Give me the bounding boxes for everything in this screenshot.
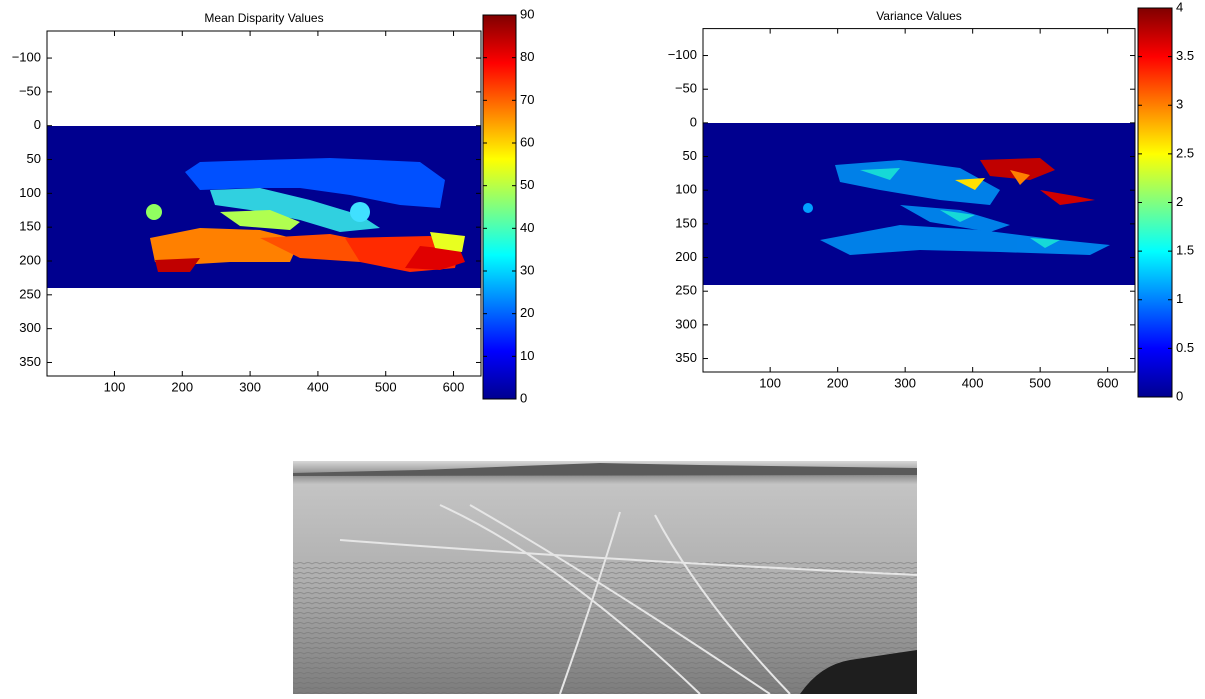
colorbar-tick-label: 20 xyxy=(520,305,534,320)
y-tick-label: 250 xyxy=(19,286,41,301)
y-tick-label: 350 xyxy=(675,350,697,365)
y-tick-label: 50 xyxy=(27,151,41,166)
x-tick-label: 600 xyxy=(443,379,465,394)
colorbar-tick-label: 2 xyxy=(1176,194,1183,209)
colorbar-tick-label: 80 xyxy=(520,49,534,64)
y-tick-label: 300 xyxy=(675,316,697,331)
y-tick-label: 350 xyxy=(19,354,41,369)
x-tick-label: 400 xyxy=(307,379,329,394)
colorbar-tick-label: 3.5 xyxy=(1176,48,1194,63)
x-tick-label: 100 xyxy=(759,375,781,390)
disparity-image xyxy=(47,126,481,288)
axes-box xyxy=(46,30,482,377)
x-tick-label: 300 xyxy=(894,375,916,390)
y-tick-label: 100 xyxy=(19,185,41,200)
variance-image xyxy=(703,123,1135,285)
y-tick-label: 300 xyxy=(19,320,41,335)
colorbar-tick-label: 0 xyxy=(1176,388,1183,403)
y-tick-label: −100 xyxy=(12,49,41,64)
y-tick-label: 150 xyxy=(19,219,41,234)
x-tick-label: 300 xyxy=(239,379,261,394)
colorbar xyxy=(482,14,517,400)
chart-title: Variance Values xyxy=(876,9,962,23)
y-tick-label: −50 xyxy=(19,83,41,98)
colorbar-tick-label: 1.5 xyxy=(1176,243,1194,258)
colorbar-tick-label: 0 xyxy=(520,390,527,405)
y-tick-label: 100 xyxy=(675,182,697,197)
colorbar xyxy=(1137,7,1173,398)
x-tick-label: 500 xyxy=(1029,375,1051,390)
axes-box xyxy=(702,28,1136,373)
x-tick-label: 500 xyxy=(375,379,397,394)
y-tick-label: 200 xyxy=(19,252,41,267)
y-tick-label: 150 xyxy=(675,215,697,230)
y-tick-label: 0 xyxy=(690,114,697,129)
photo xyxy=(293,461,918,695)
colorbar-tick-label: 1 xyxy=(1176,291,1183,306)
x-tick-label: 200 xyxy=(827,375,849,390)
colorbar-tick-label: 70 xyxy=(520,92,534,107)
x-tick-label: 400 xyxy=(962,375,984,390)
y-tick-label: 50 xyxy=(683,148,697,163)
y-tick-label: 0 xyxy=(34,117,41,132)
colorbar-tick-label: 50 xyxy=(520,177,534,192)
colorbar-tick-label: 30 xyxy=(520,262,534,277)
y-tick-label: −50 xyxy=(675,81,697,96)
x-tick-label: 100 xyxy=(104,379,126,394)
colorbar-tick-label: 0.5 xyxy=(1176,340,1194,355)
chart-title: Mean Disparity Values xyxy=(204,11,323,25)
colorbar-tick-label: 40 xyxy=(520,220,534,235)
y-tick-label: 200 xyxy=(675,249,697,264)
x-tick-label: 600 xyxy=(1097,375,1119,390)
colorbar-tick-label: 2.5 xyxy=(1176,145,1194,160)
colorbar-tick-label: 90 xyxy=(520,6,534,21)
x-tick-label: 200 xyxy=(171,379,193,394)
colorbar-tick-label: 3 xyxy=(1176,97,1183,112)
y-tick-label: 250 xyxy=(675,283,697,298)
y-tick-label: −100 xyxy=(668,47,697,62)
colorbar-tick-label: 4 xyxy=(1176,0,1183,14)
colorbar-tick-label: 60 xyxy=(520,134,534,149)
colorbar-tick-label: 10 xyxy=(520,348,534,363)
